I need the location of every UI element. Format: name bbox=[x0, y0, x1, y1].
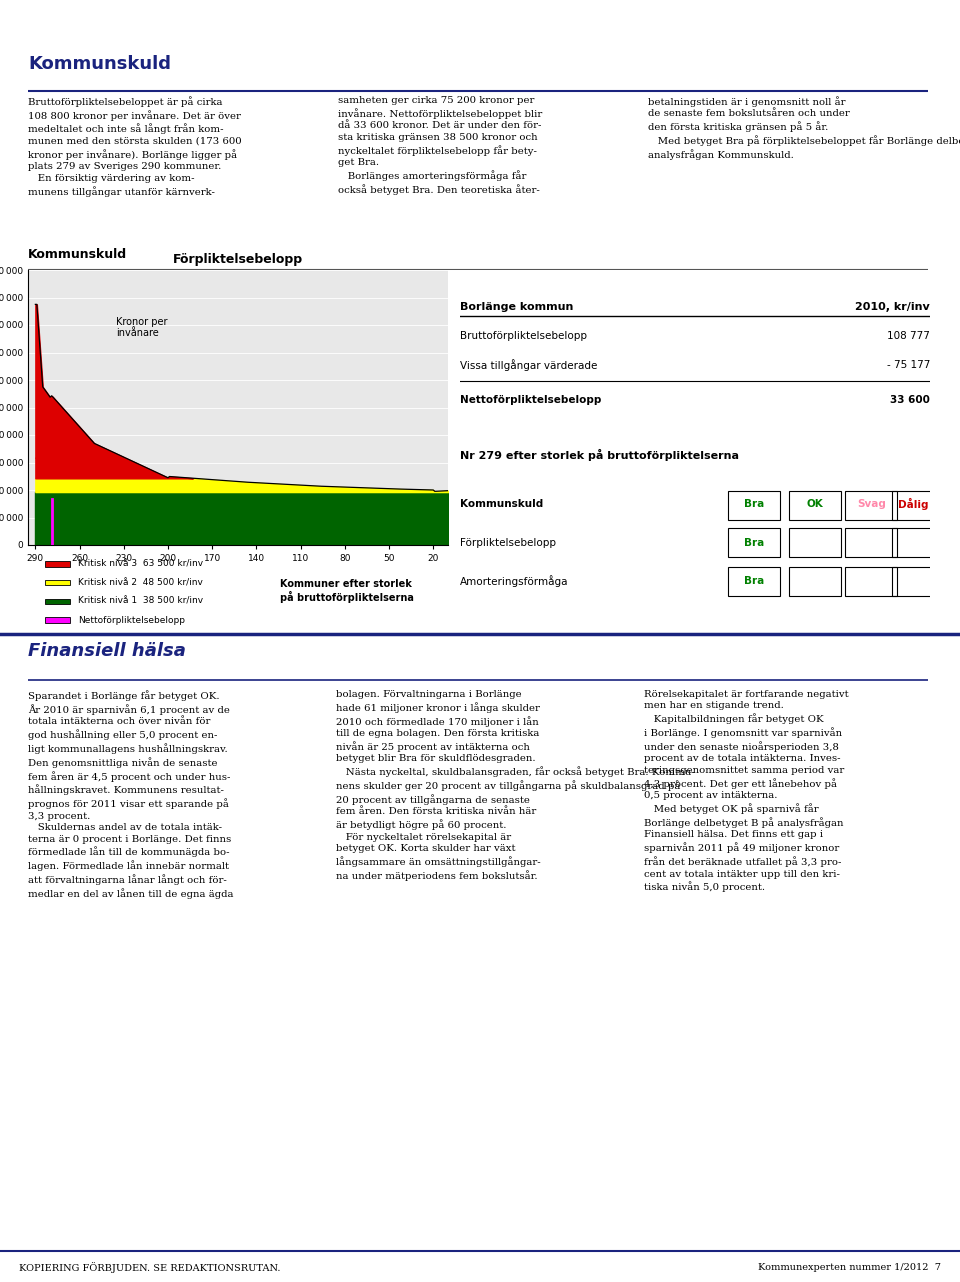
Bar bbox=[45, 599, 70, 604]
Bar bbox=[846, 567, 897, 596]
Text: Bruttoförpliktelsebeloppet är på cirka
108 800 kronor per invånare. Det är över
: Bruttoförpliktelsebeloppet är på cirka 1… bbox=[28, 96, 242, 196]
Bar bbox=[846, 528, 897, 558]
Text: Kritisk nivå 1  38 500 kr/inv: Kritisk nivå 1 38 500 kr/inv bbox=[79, 597, 204, 606]
Text: Kommunskuld: Kommunskuld bbox=[28, 247, 127, 262]
Text: Dålig: Dålig bbox=[899, 499, 928, 510]
Title: Förpliktelsebelopp: Förpliktelsebelopp bbox=[173, 253, 303, 267]
Text: Rörelsekapitalet är fortfarande negativt
men har en stigande trend.
   Kapitalbi: Rörelsekapitalet är fortfarande negativt… bbox=[644, 690, 849, 892]
Bar bbox=[893, 491, 944, 520]
Text: samheten ger cirka 75 200 kronor per
invånare. Nettoförpliktelsebeloppet blir
då: samheten ger cirka 75 200 kronor per inv… bbox=[338, 96, 542, 195]
Text: OK: OK bbox=[806, 500, 824, 509]
Text: Nr 279 efter storlek på bruttoförpliktelserna: Nr 279 efter storlek på bruttoförpliktel… bbox=[460, 449, 739, 462]
Bar bbox=[728, 528, 780, 558]
Bar bbox=[893, 567, 944, 596]
Text: Kronor per
invånare: Kronor per invånare bbox=[116, 317, 168, 338]
Text: Borlänge kommun: Borlänge kommun bbox=[460, 301, 573, 312]
Text: Kommunskuld: Kommunskuld bbox=[460, 500, 543, 509]
Bar bbox=[789, 567, 841, 596]
Bar bbox=[893, 528, 944, 558]
Text: 108 777: 108 777 bbox=[887, 332, 930, 341]
Text: Förpliktelsebelopp: Förpliktelsebelopp bbox=[460, 538, 556, 547]
Text: 33 600: 33 600 bbox=[890, 395, 930, 405]
Bar bbox=[728, 567, 780, 596]
Text: Bra: Bra bbox=[744, 538, 764, 547]
Bar bbox=[728, 491, 780, 520]
Bar bbox=[789, 491, 841, 520]
Bar bbox=[789, 528, 841, 558]
Text: Bra: Bra bbox=[744, 500, 764, 509]
Text: Finansiell hälsa: Finansiell hälsa bbox=[28, 642, 186, 660]
Text: Bruttoförpliktelsebelopp: Bruttoförpliktelsebelopp bbox=[460, 332, 587, 341]
Text: Svag: Svag bbox=[857, 500, 886, 509]
Bar bbox=[45, 562, 70, 567]
Text: Kommunskuld: Kommunskuld bbox=[28, 55, 171, 73]
Text: - 75 177: - 75 177 bbox=[887, 360, 930, 370]
Text: bolagen. Förvaltningarna i Borlänge
hade 61 miljoner kronor i långa skulder
2010: bolagen. Förvaltningarna i Borlänge hade… bbox=[336, 690, 695, 881]
Bar bbox=[45, 618, 70, 623]
Text: Kritisk nivå 2  48 500 kr/inv: Kritisk nivå 2 48 500 kr/inv bbox=[79, 578, 204, 587]
Text: Sparandet i Borlänge får betyget OK.
År 2010 är sparnivån 6,1 procent av de
tota: Sparandet i Borlänge får betyget OK. År … bbox=[28, 690, 233, 899]
Text: Bra: Bra bbox=[744, 576, 764, 586]
Text: Nettoförpliktelsebelopp: Nettoförpliktelsebelopp bbox=[79, 615, 185, 624]
Text: KOPIERING FÖRBJUDEN. SE REDAKTIONSRUTAN.: KOPIERING FÖRBJUDEN. SE REDAKTIONSRUTAN. bbox=[19, 1261, 280, 1273]
Text: Nettoförpliktelsebelopp: Nettoförpliktelsebelopp bbox=[460, 395, 601, 405]
Text: Kommuner efter storlek
på bruttoförpliktelserna: Kommuner efter storlek på bruttoförplikt… bbox=[280, 579, 414, 604]
Text: Borlänge: Borlänge bbox=[847, 10, 931, 28]
Text: Vissa tillgångar värderade: Vissa tillgångar värderade bbox=[460, 359, 597, 370]
Text: Kritisk nivå 3  63 500 kr/inv: Kritisk nivå 3 63 500 kr/inv bbox=[79, 559, 204, 568]
Text: 2010, kr/inv: 2010, kr/inv bbox=[855, 301, 930, 312]
Text: Amorteringsförmåga: Amorteringsförmåga bbox=[460, 576, 568, 587]
Text: betalningstiden är i genomsnitt noll år
de senaste fem bokslutsåren och under
de: betalningstiden är i genomsnitt noll år … bbox=[648, 96, 960, 160]
Bar bbox=[846, 491, 897, 520]
Text: Kommunexperten nummer 1/2012  7: Kommunexperten nummer 1/2012 7 bbox=[757, 1263, 941, 1272]
Bar bbox=[45, 579, 70, 586]
